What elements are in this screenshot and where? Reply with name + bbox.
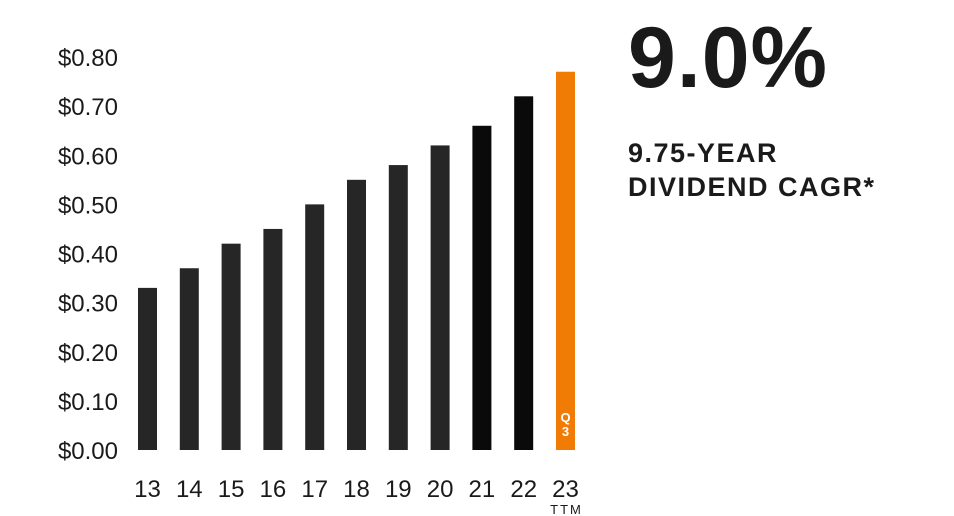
x-tick-label: 23: [552, 476, 579, 503]
bar: [263, 228, 283, 450]
kpi-block: 9.0% 9.75-YEAR DIVIDEND CAGR*: [628, 10, 948, 204]
x-tick-label: 22: [510, 476, 537, 503]
bar: [347, 179, 366, 450]
bar-annotation: Q: [560, 410, 570, 425]
y-tick-label: $0.50: [58, 192, 118, 219]
bar: [305, 204, 325, 450]
x-tick-label: 17: [301, 476, 328, 503]
y-tick-label: $0.30: [58, 291, 118, 318]
x-tick-sublabel: TTM: [550, 502, 583, 516]
dividend-bar-chart: $0.00 $0.10 $0.20 $0.30 $0.40 $0.50 $0.60 $0.70…: [58, 45, 583, 516]
y-tick-label: $0.00: [58, 438, 118, 465]
bar: [179, 268, 199, 450]
y-tick-label: $0.10: [58, 389, 118, 416]
x-tick-label: 15: [218, 476, 245, 503]
bar: [556, 71, 575, 451]
x-tick-label: 21: [469, 476, 496, 503]
x-tick-label: 19: [385, 476, 412, 503]
bar: [430, 145, 450, 451]
bar: [221, 243, 241, 450]
bar: [138, 287, 157, 450]
x-tick-label: 13: [134, 476, 161, 503]
bar: [514, 96, 534, 451]
x-tick-label: 14: [176, 476, 203, 503]
cagr-label: 9.75-YEAR DIVIDEND CAGR*: [628, 136, 948, 204]
bar: [388, 165, 408, 450]
cagr-label-line1: 9.75-YEAR: [628, 138, 779, 168]
y-tick-label: $0.60: [58, 143, 118, 170]
x-tick-label: 20: [427, 476, 454, 503]
y-tick-label: $0.80: [58, 45, 118, 72]
x-tick-label: 16: [260, 476, 287, 503]
bar-annotation: 3: [562, 424, 569, 439]
y-tick-label: $0.70: [58, 94, 118, 121]
x-tick-label: 18: [343, 476, 370, 503]
y-axis: $0.00 $0.10 $0.20 $0.30 $0.40 $0.50 $0.60 $0.70…: [58, 45, 118, 465]
y-tick-label: $0.20: [58, 340, 118, 367]
y-tick-label: $0.40: [58, 242, 118, 269]
cagr-value: 9.0%: [628, 10, 829, 106]
cagr-label-line2: DIVIDEND CAGR*: [628, 172, 876, 202]
bar: [472, 125, 492, 451]
bars: Q3: [138, 71, 575, 451]
